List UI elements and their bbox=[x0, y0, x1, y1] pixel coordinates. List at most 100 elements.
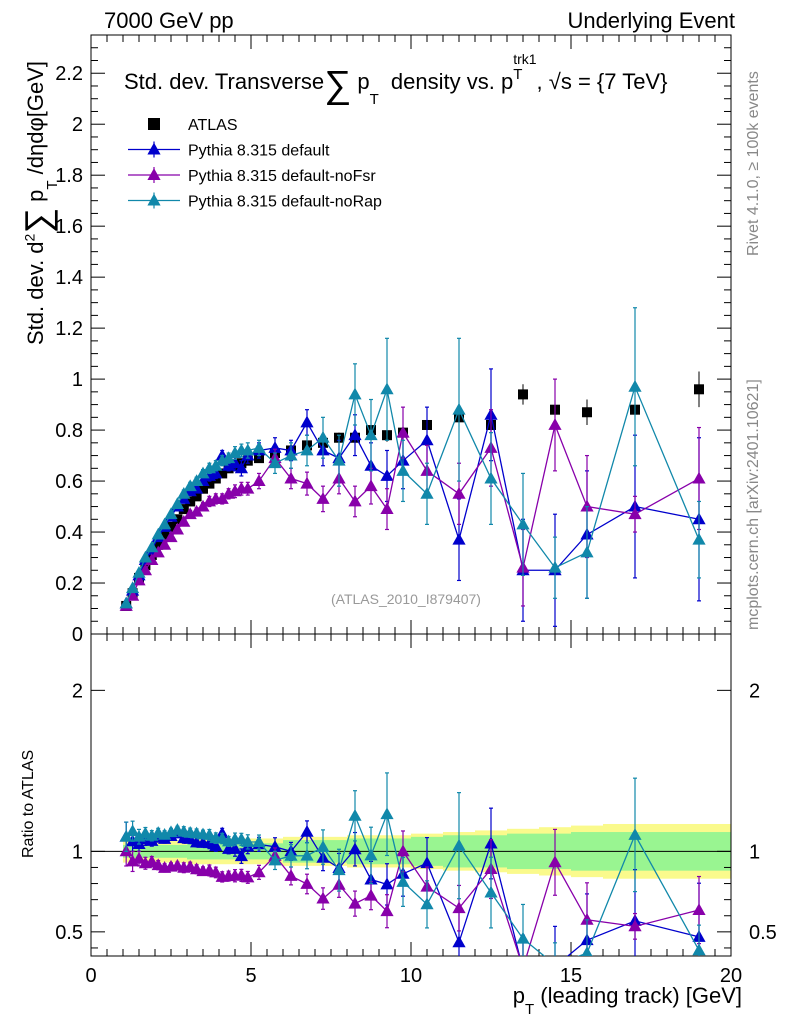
pythia-8-315-default-point bbox=[380, 469, 394, 481]
pythia-8-315-default-nofsr-point bbox=[452, 486, 466, 499]
legend: ATLAS Pythia 8.315 default Pythia 8.315 de… bbox=[128, 117, 382, 211]
pythia-8-315-default-norap-point bbox=[119, 596, 133, 609]
y-tick-label: 1.4 bbox=[55, 267, 83, 289]
pythia-8-315-default-norap-point bbox=[177, 486, 191, 499]
pythia-8-315-default-nofsr-point bbox=[170, 522, 184, 535]
ylabel-sub: T bbox=[44, 180, 62, 190]
pythia-8-315-default-point bbox=[234, 461, 248, 474]
atlas-point bbox=[694, 384, 704, 395]
ratio-y-tick-label: 0.5 bbox=[55, 922, 83, 944]
pythia-8-315-default-norap-point bbox=[516, 517, 530, 530]
atlas-point bbox=[582, 407, 592, 418]
legend-label: ATLAS bbox=[188, 117, 238, 134]
y-tick-label: 1.8 bbox=[55, 165, 83, 187]
pythia-8-315-default-nofsr-ratio-point bbox=[241, 870, 255, 883]
legend-marker bbox=[147, 168, 161, 180]
pythia-8-315-default-point bbox=[209, 466, 223, 479]
pythia-8-315-default-ratio-point bbox=[183, 832, 197, 844]
y-tick-label: 1.2 bbox=[55, 318, 83, 340]
main-panel-series bbox=[119, 307, 706, 627]
pythia-8-315-default-norap-ratio-point bbox=[119, 829, 133, 842]
ratio-y-tick-label-right: 1 bbox=[749, 841, 760, 863]
pythia-8-315-default-norap-point bbox=[252, 441, 266, 453]
ratio-y-tick-label: 2 bbox=[72, 680, 83, 702]
pythia-8-315-default-norap-point bbox=[151, 527, 165, 540]
header-left-label: 7000 GeV pp bbox=[104, 8, 234, 33]
header-right-label: Underlying Event bbox=[567, 8, 735, 33]
pythia-8-315-default-ratio-point bbox=[516, 963, 529, 975]
ratio-y-tick-label-right: 0.5 bbox=[749, 922, 777, 944]
pythia-8-315-default-nofsr-point bbox=[316, 492, 330, 504]
pythia-8-315-default-nofsr-point bbox=[215, 492, 229, 504]
x-tick-label: 20 bbox=[720, 965, 742, 987]
pythia-8-315-default-nofsr-ratio-point bbox=[516, 961, 529, 973]
ylabel-part-b: /dηdφ[GeV] bbox=[23, 60, 48, 175]
pythia-8-315-default-ratio-point bbox=[268, 839, 282, 852]
ratio-y-tick-label-right: 2 bbox=[749, 680, 760, 702]
y-tick-label: 0.4 bbox=[55, 522, 83, 544]
pythia-8-315-default-norap-point bbox=[190, 474, 204, 487]
pythia-8-315-default-nofsr-point bbox=[126, 588, 140, 601]
pythia-8-315-default-norap-ratio-point bbox=[126, 824, 140, 837]
pythia-8-315-default-nofsr-point bbox=[548, 418, 562, 430]
x-tick-label: 10 bbox=[400, 965, 422, 987]
pythia-8-315-default-norap-ratio-point bbox=[692, 943, 706, 956]
pythia-8-315-default-norap-line bbox=[125, 384, 700, 604]
pythia-8-315-default-point bbox=[268, 441, 282, 453]
legend-label: Pythia 8.315 default-noRap bbox=[188, 194, 382, 211]
title-sub2: T bbox=[513, 66, 523, 83]
pythia-8-315-default-norap-ratio-point bbox=[380, 807, 394, 820]
title-sup2: trk1 bbox=[513, 51, 537, 67]
pythia-8-315-default-nofsr-point bbox=[190, 504, 204, 517]
rivet-version-label: Rivet 4.1.0, ≥ 100k events bbox=[745, 71, 762, 256]
title-part-c: , √s = {7 TeV} bbox=[536, 69, 668, 94]
pythia-8-315-default-nofsr-point bbox=[132, 573, 146, 586]
pythia-8-315-default-norap-ratio-point bbox=[268, 853, 282, 866]
pythia-8-315-default-norap-point bbox=[628, 379, 642, 392]
legend-marker bbox=[147, 142, 161, 155]
pythia-8-315-default-norap-point bbox=[209, 458, 223, 471]
pythia-8-315-default-norap-point bbox=[158, 517, 172, 530]
x-tick-label: 0 bbox=[85, 965, 96, 987]
pythia-8-315-default-point bbox=[452, 532, 466, 545]
pythia-8-315-default-nofsr-point bbox=[158, 537, 172, 550]
legend-marker bbox=[147, 193, 161, 206]
title-sum-symbol: ∑ bbox=[324, 64, 352, 106]
atlas-point bbox=[204, 478, 215, 489]
pythia-8-315-default-norap-ratio-point bbox=[581, 946, 593, 956]
data-series bbox=[119, 307, 706, 975]
ylabel-sum-symbol: ∑ bbox=[17, 207, 58, 234]
pythia-8-315-default-norap-point bbox=[580, 545, 594, 558]
pythia-8-315-default-norap-ratio-point bbox=[316, 840, 330, 853]
pythia-8-315-default-ratio-point bbox=[209, 839, 223, 852]
legend-label: Pythia 8.315 default-noFsr bbox=[188, 168, 376, 185]
pythia-8-315-default-norap-point bbox=[316, 430, 330, 443]
ratio-y-axis-label: Ratio to ATLAS bbox=[20, 749, 37, 858]
pythia-8-315-default-nofsr-ratio-point bbox=[348, 896, 362, 909]
pythia-8-315-default-norap-ratio-point bbox=[284, 849, 298, 861]
xlabel-sub: T bbox=[524, 1001, 535, 1019]
pythia-8-315-default-norap-ratio-point bbox=[396, 875, 410, 887]
pythia-8-315-default-norap-ratio-point bbox=[252, 835, 266, 847]
pythia-8-315-default-nofsr-ratio-point bbox=[396, 844, 410, 857]
pythia-8-315-default-nofsr-ratio-point bbox=[580, 913, 594, 925]
pythia-8-315-default-nofsr-point bbox=[151, 545, 165, 558]
pythia-8-315-default-norap-point bbox=[420, 486, 434, 499]
main-y-axis-label: Std. dev. d2∑ pT /dηdφ[GeV] bbox=[10, 60, 61, 345]
pythia-8-315-default-point bbox=[228, 456, 242, 469]
ylabel-part-a: Std. dev. d bbox=[23, 241, 48, 345]
pythia-8-315-default-norap-ratio-point bbox=[364, 848, 378, 861]
atlas-point bbox=[518, 389, 528, 400]
pythia-8-315-default-nofsr-ratio-point bbox=[284, 869, 298, 881]
pythia-8-315-default-nofsr-point bbox=[241, 481, 255, 494]
pythia-8-315-default-norap-point bbox=[145, 540, 159, 553]
pythia-8-315-default-nofsr-ratio-point bbox=[692, 903, 706, 915]
atlas-point bbox=[191, 491, 202, 502]
pythia-8-315-default-norap-point bbox=[196, 466, 210, 479]
pythia-8-315-default-nofsr-point bbox=[252, 474, 266, 487]
xlabel-rest: (leading track) [GeV] bbox=[540, 983, 742, 1008]
pythia-8-315-default-nofsr-point bbox=[580, 499, 594, 512]
pythia-8-315-default-norap-ratio-point bbox=[300, 848, 314, 861]
pythia-8-315-default-norap-point bbox=[348, 387, 362, 400]
